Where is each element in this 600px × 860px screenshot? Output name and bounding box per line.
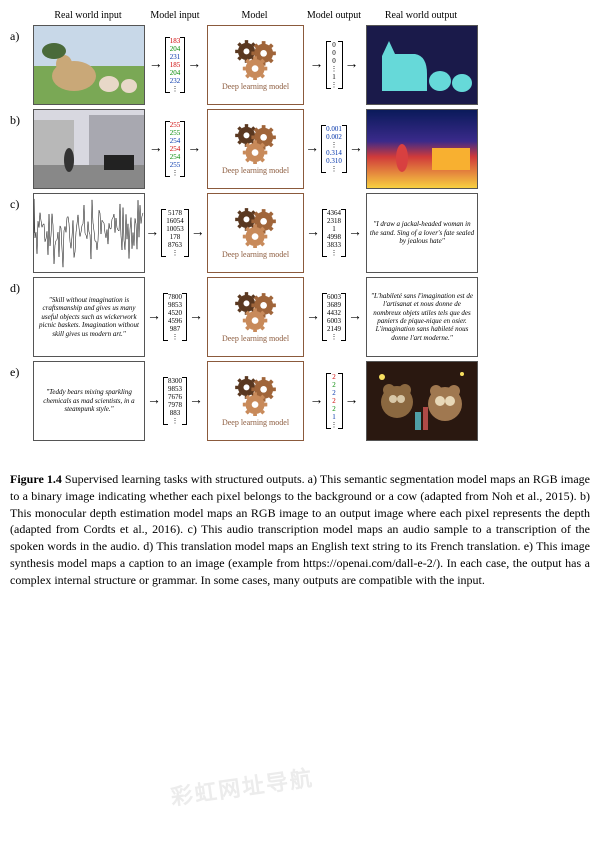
- header-output-real: Real world output: [366, 10, 476, 21]
- header-model: Model: [207, 10, 302, 21]
- header-model-output: Model output: [305, 10, 363, 21]
- model-label: Deep learning model: [222, 418, 289, 427]
- row-b-label: b): [10, 109, 30, 128]
- row-d-input-vector: →7800985345204596987⋮→: [146, 278, 204, 356]
- row-e-input-vector: →8300985376767978883⋮→: [146, 362, 204, 440]
- gears-icon: [231, 292, 281, 332]
- row-a-output-vector: →000⋮1⋮→: [305, 26, 363, 104]
- gears-icon: [231, 124, 281, 164]
- row-a-input: [33, 25, 145, 105]
- row-d-output-vector: →60033689443260032149⋮→: [305, 278, 363, 356]
- row-b-input-vector: →255255254254254255⋮→: [146, 110, 204, 188]
- row-a-model: Deep learning model: [207, 25, 304, 105]
- row-a-output: [366, 25, 478, 105]
- row-c-model: Deep learning model: [207, 193, 304, 273]
- caption-text: Supervised learning tasks with structure…: [10, 472, 590, 587]
- row-b-output: [366, 109, 478, 189]
- header-input-real: Real world input: [33, 10, 143, 21]
- gears-icon: [231, 208, 281, 248]
- gears-icon: [231, 376, 281, 416]
- row-a-input-vector: →183204231185204232⋮→: [146, 26, 204, 104]
- row-c-output-vector: →43642318149983833⋮→: [305, 194, 363, 272]
- row-e-model: Deep learning model: [207, 361, 304, 441]
- row-d-input: "Skill without imagination is craftsmans…: [33, 277, 145, 357]
- row-d-output: "L'habileté sans l'imagination est de l'…: [366, 277, 478, 357]
- gears-icon: [231, 40, 281, 80]
- row-c-input: [33, 193, 145, 273]
- caption-bold: Figure 1.4: [10, 472, 62, 486]
- model-label: Deep learning model: [222, 250, 289, 259]
- row-c-label: c): [10, 193, 30, 212]
- model-label: Deep learning model: [222, 334, 289, 343]
- watermark: 彩虹网址导航: [168, 760, 315, 812]
- row-b-model: Deep learning model: [207, 109, 304, 189]
- row-d-model: Deep learning model: [207, 277, 304, 357]
- model-label: Deep learning model: [222, 166, 289, 175]
- row-b-input: [33, 109, 145, 189]
- row-b-output-vector: →0.0010.002⋮0.3140.310⋮→: [305, 110, 363, 188]
- header-model-input: Model input: [146, 10, 204, 21]
- row-e-output-vector: →222221⋮→: [305, 362, 363, 440]
- model-label: Deep learning model: [222, 82, 289, 91]
- row-d-label: d): [10, 277, 30, 296]
- row-e-output: [366, 361, 478, 441]
- row-e-input: "Teddy bears mixing sparkling chemicals …: [33, 361, 145, 441]
- row-e-label: e): [10, 361, 30, 380]
- row-a-label: a): [10, 25, 30, 44]
- figure-grid: Real world input Model input Model Model…: [10, 10, 590, 441]
- figure-caption: Figure 1.4 Supervised learning tasks wit…: [10, 471, 590, 589]
- row-c-input-vector: →517816054100531788763⋮→: [146, 194, 204, 272]
- row-c-output: "I draw a jackal-headed woman in the san…: [366, 193, 478, 273]
